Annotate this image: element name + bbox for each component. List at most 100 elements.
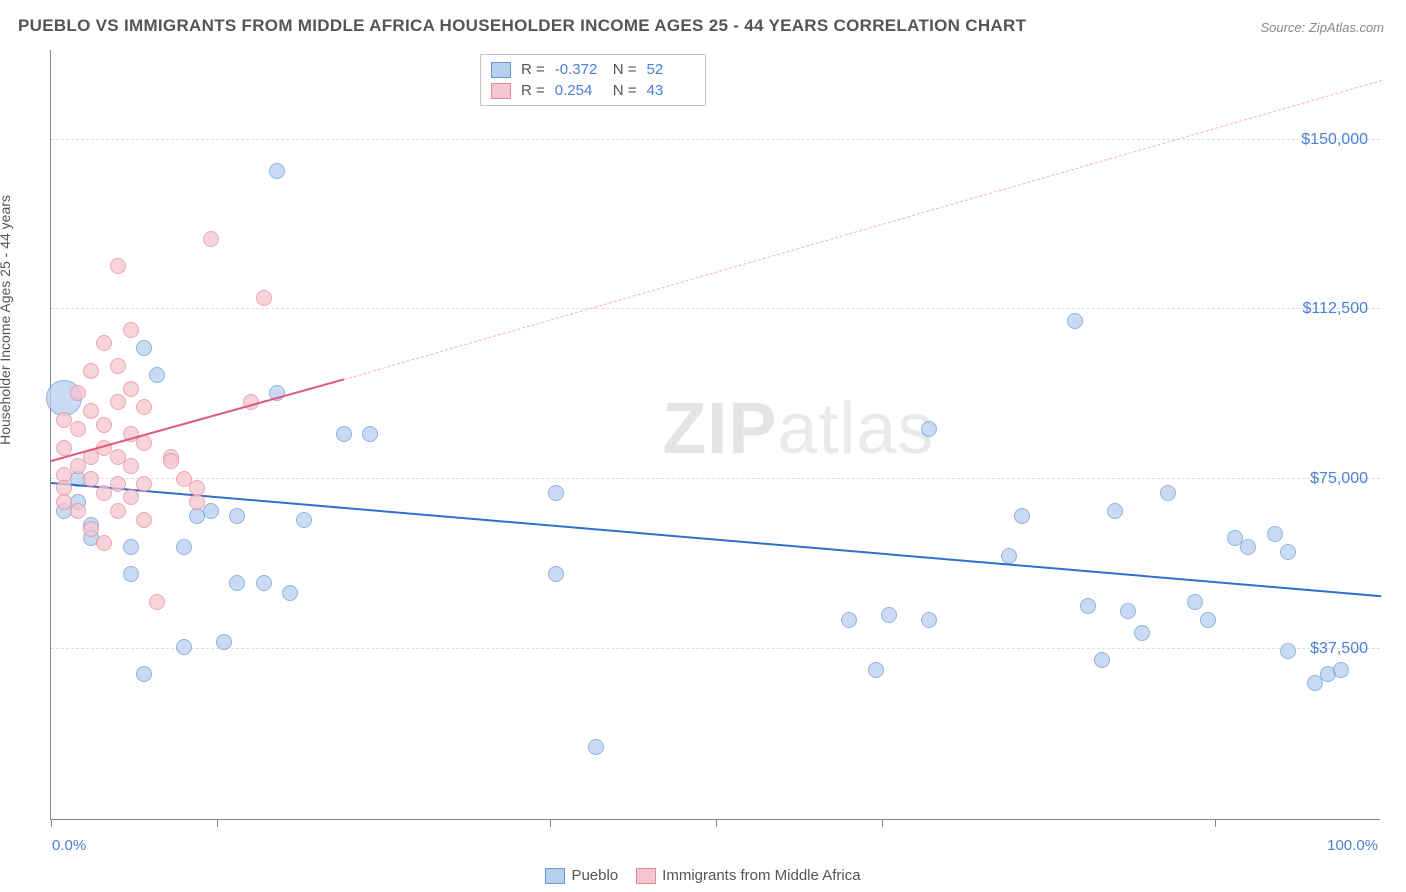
data-point <box>70 421 86 437</box>
data-point <box>841 612 857 628</box>
data-point <box>1134 625 1150 641</box>
gridline <box>51 308 1380 309</box>
data-point <box>123 539 139 555</box>
data-point <box>282 585 298 601</box>
data-point <box>110 258 126 274</box>
x-tick <box>1215 819 1216 827</box>
legend-swatch-pueblo <box>545 868 565 884</box>
source-attribution: Source: ZipAtlas.com <box>1260 20 1384 35</box>
legend-label-immigrants: Immigrants from Middle Africa <box>662 867 860 884</box>
data-point <box>70 385 86 401</box>
y-tick-label: $112,500 <box>1302 300 1368 318</box>
data-point <box>110 358 126 374</box>
data-point <box>83 403 99 419</box>
data-point <box>176 639 192 655</box>
x-tick <box>217 819 218 827</box>
plot-area: ZIPatlas $37,500$75,000$112,500$150,000 <box>50 50 1380 820</box>
data-point <box>203 503 219 519</box>
data-point <box>136 512 152 528</box>
data-point <box>1001 548 1017 564</box>
data-point <box>921 421 937 437</box>
data-point <box>1094 652 1110 668</box>
data-point <box>203 231 219 247</box>
data-point <box>110 476 126 492</box>
data-point <box>189 494 205 510</box>
data-point <box>362 426 378 442</box>
data-point <box>136 435 152 451</box>
stats-n-value-pueblo: 52 <box>647 61 695 78</box>
data-point <box>149 367 165 383</box>
data-point <box>136 399 152 415</box>
legend-item-pueblo: Pueblo <box>545 867 618 884</box>
watermark-bold: ZIP <box>662 389 777 469</box>
y-tick-label: $75,000 <box>1310 470 1368 488</box>
data-point <box>588 739 604 755</box>
data-point <box>123 381 139 397</box>
gridline <box>51 648 1380 649</box>
data-point <box>1280 643 1296 659</box>
data-point <box>136 666 152 682</box>
trend-line <box>51 378 344 461</box>
x-axis-max-label: 100.0% <box>1327 837 1378 854</box>
data-point <box>123 458 139 474</box>
data-point <box>1014 508 1030 524</box>
stats-n-label: N = <box>613 61 637 78</box>
data-point <box>229 575 245 591</box>
data-point <box>96 417 112 433</box>
x-tick <box>716 819 717 827</box>
data-point <box>163 453 179 469</box>
correlation-stats-box: R = -0.372 N = 52 R = 0.254 N = 43 <box>480 54 706 106</box>
x-tick <box>882 819 883 827</box>
swatch-pueblo <box>491 62 511 78</box>
data-point <box>1120 603 1136 619</box>
trend-line <box>51 482 1381 597</box>
watermark-thin: atlas <box>777 389 934 469</box>
data-point <box>1080 598 1096 614</box>
data-point <box>256 575 272 591</box>
data-point <box>1107 503 1123 519</box>
data-point <box>110 503 126 519</box>
data-point <box>1333 662 1349 678</box>
data-point <box>123 566 139 582</box>
data-point <box>1067 313 1083 329</box>
data-point <box>548 566 564 582</box>
x-tick <box>51 819 52 827</box>
y-axis-label: Householder Income Ages 25 - 44 years <box>0 195 13 445</box>
data-point <box>216 634 232 650</box>
data-point <box>83 363 99 379</box>
data-point <box>149 594 165 610</box>
stats-n-value-immigrants: 43 <box>647 82 695 99</box>
data-point <box>336 426 352 442</box>
data-point <box>1267 526 1283 542</box>
data-point <box>136 476 152 492</box>
stats-n-label: N = <box>613 82 637 99</box>
trend-line-dashed <box>343 80 1381 380</box>
data-point <box>56 440 72 456</box>
watermark: ZIPatlas <box>662 388 934 470</box>
data-point <box>136 340 152 356</box>
bottom-legend: Pueblo Immigrants from Middle Africa <box>0 867 1406 884</box>
data-point <box>83 521 99 537</box>
data-point <box>123 322 139 338</box>
data-point <box>1240 539 1256 555</box>
data-point <box>70 503 86 519</box>
data-point <box>881 607 897 623</box>
data-point <box>1160 485 1176 501</box>
data-point <box>229 508 245 524</box>
stats-row-immigrants: R = 0.254 N = 43 <box>491 80 695 101</box>
data-point <box>256 290 272 306</box>
stats-r-value-immigrants: 0.254 <box>555 82 603 99</box>
y-tick-label: $37,500 <box>1310 640 1368 658</box>
swatch-immigrants <box>491 83 511 99</box>
data-point <box>548 485 564 501</box>
stats-r-label: R = <box>521 61 545 78</box>
data-point <box>83 471 99 487</box>
x-axis-min-label: 0.0% <box>52 837 86 854</box>
data-point <box>123 489 139 505</box>
data-point <box>176 539 192 555</box>
x-tick <box>550 819 551 827</box>
data-point <box>1187 594 1203 610</box>
data-point <box>296 512 312 528</box>
data-point <box>96 335 112 351</box>
stats-r-value-pueblo: -0.372 <box>555 61 603 78</box>
